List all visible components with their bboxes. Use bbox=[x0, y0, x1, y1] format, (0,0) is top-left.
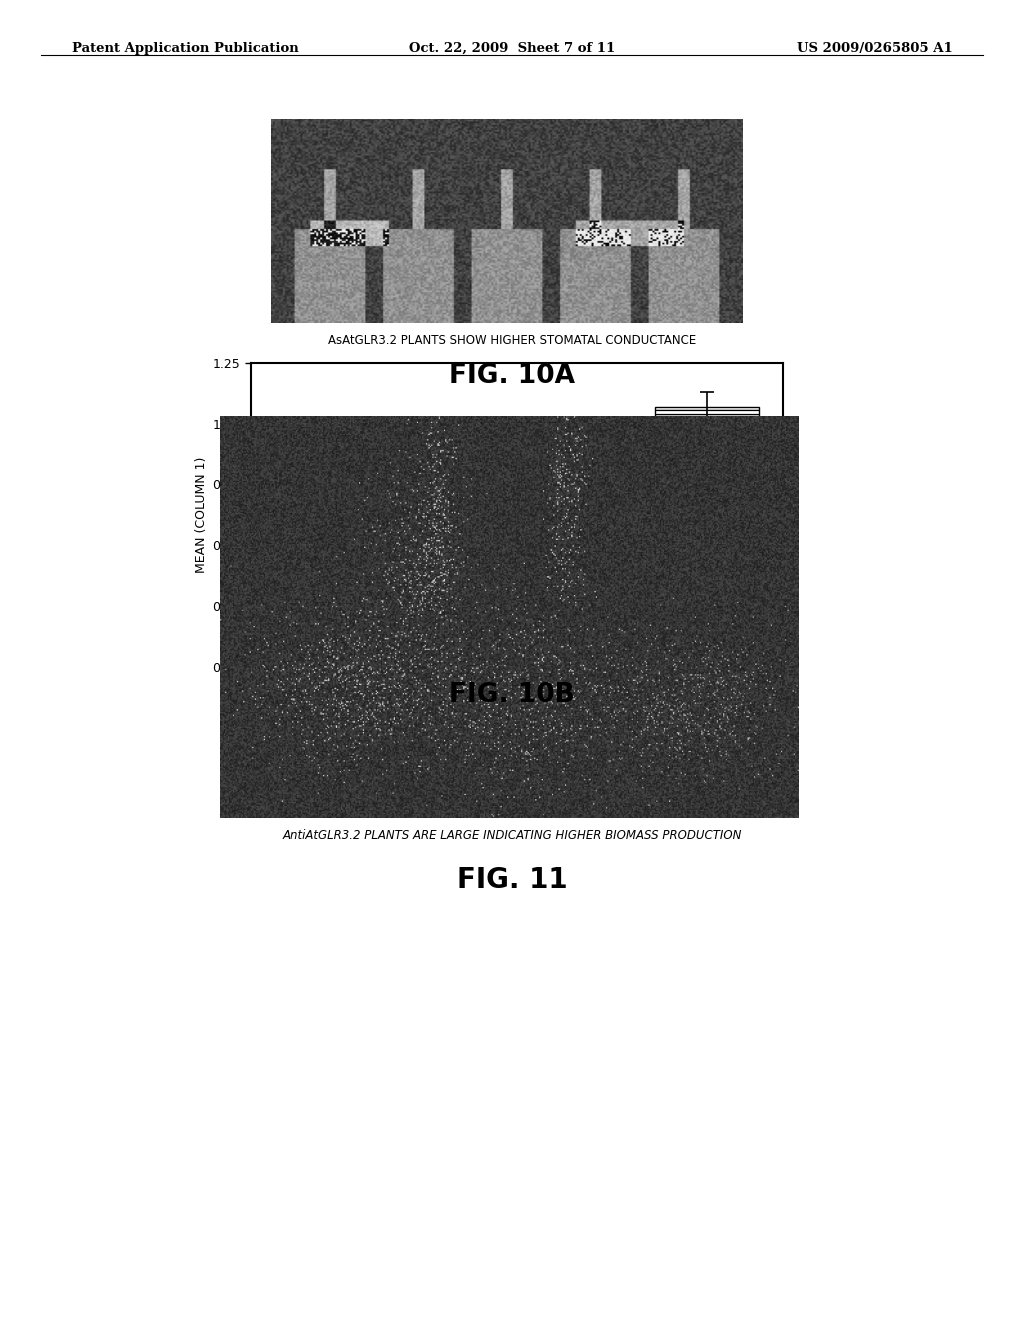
Text: Patent Application Publication: Patent Application Publication bbox=[72, 42, 298, 55]
Text: FIG. 10B: FIG. 10B bbox=[450, 682, 574, 709]
Bar bbox=[275, 543, 380, 667]
Bar bbox=[465, 447, 569, 667]
Text: FIG. 11: FIG. 11 bbox=[457, 866, 567, 894]
Bar bbox=[654, 407, 759, 667]
Text: Oct. 22, 2009  Sheet 7 of 11: Oct. 22, 2009 Sheet 7 of 11 bbox=[409, 42, 615, 55]
Text: FIG. 10A: FIG. 10A bbox=[449, 363, 575, 389]
Text: US 2009/0265805 A1: US 2009/0265805 A1 bbox=[797, 42, 952, 55]
Text: AntiAtGLR3.2 PLANTS ARE LARGE INDICATING HIGHER BIOMASS PRODUCTION: AntiAtGLR3.2 PLANTS ARE LARGE INDICATING… bbox=[283, 829, 741, 842]
Y-axis label: MEAN (COLUMN 1): MEAN (COLUMN 1) bbox=[196, 457, 208, 573]
Text: AsAtGLR3.2 PLANTS SHOW HIGHER STOMATAL CONDUCTANCE: AsAtGLR3.2 PLANTS SHOW HIGHER STOMATAL C… bbox=[328, 334, 696, 347]
